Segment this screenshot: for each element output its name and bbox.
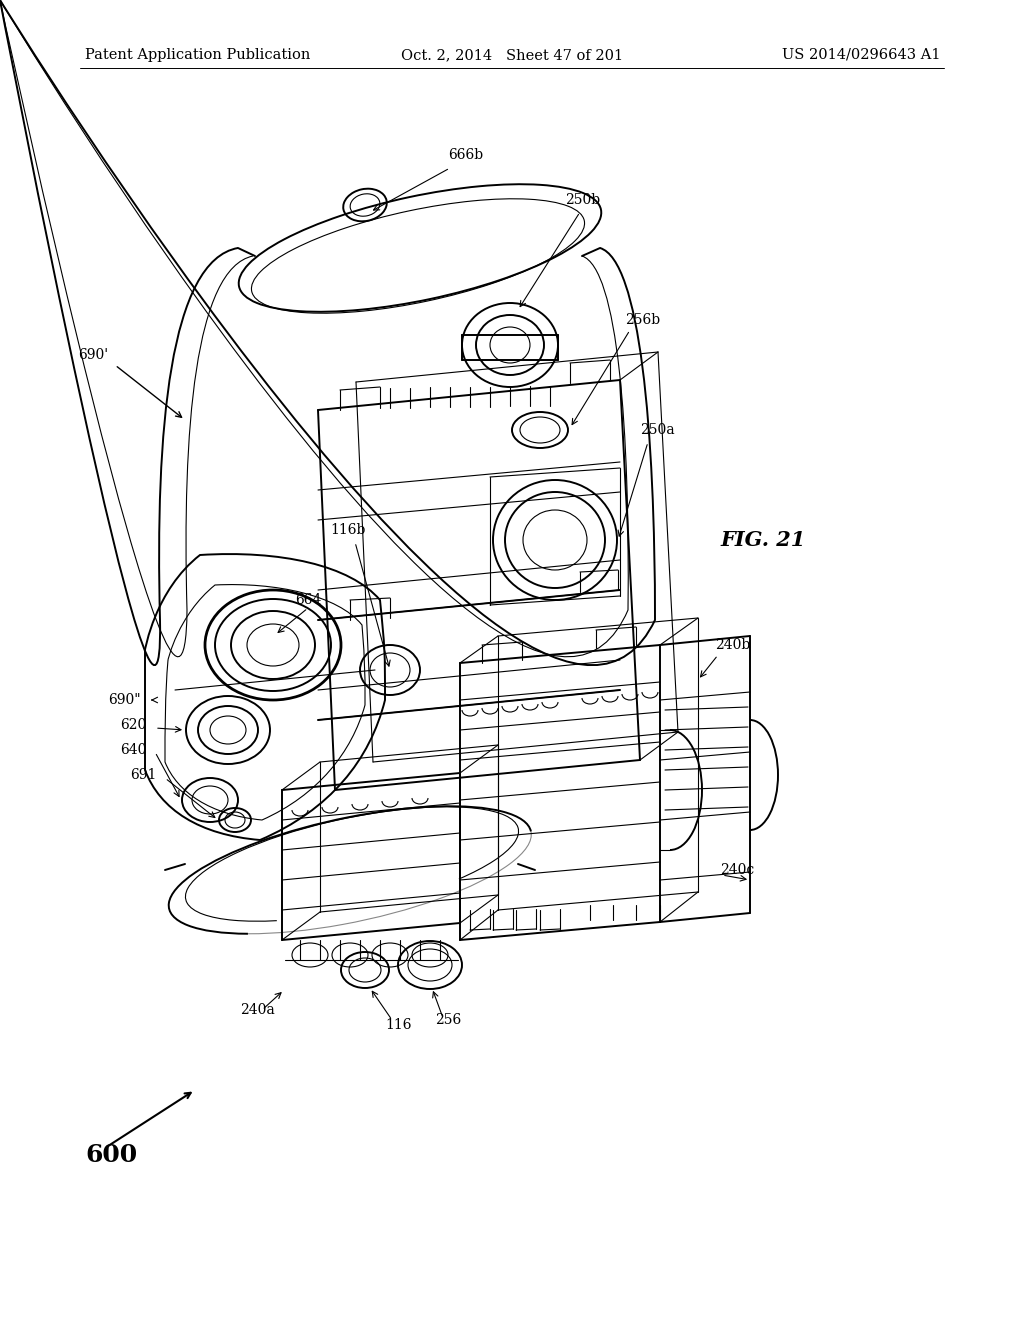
Text: 240b: 240b — [715, 638, 751, 652]
Text: 240a: 240a — [240, 1003, 274, 1016]
Text: 250b: 250b — [565, 193, 600, 207]
Text: 690": 690" — [108, 693, 140, 708]
Text: 116b: 116b — [330, 523, 366, 537]
Text: Oct. 2, 2014   Sheet 47 of 201: Oct. 2, 2014 Sheet 47 of 201 — [401, 48, 623, 62]
Text: 250a: 250a — [640, 422, 675, 437]
Text: 620: 620 — [120, 718, 146, 733]
Text: FIG. 21: FIG. 21 — [720, 531, 805, 550]
Text: Patent Application Publication: Patent Application Publication — [85, 48, 310, 62]
Text: 116: 116 — [385, 1018, 412, 1032]
Text: 640: 640 — [120, 743, 146, 756]
Text: 691: 691 — [130, 768, 157, 781]
Text: 240c: 240c — [720, 863, 755, 876]
Text: 664: 664 — [295, 593, 322, 607]
Text: US 2014/0296643 A1: US 2014/0296643 A1 — [781, 48, 940, 62]
Text: 256: 256 — [435, 1012, 461, 1027]
Text: 666b: 666b — [449, 148, 483, 162]
Text: 690': 690' — [78, 348, 109, 362]
Text: 600: 600 — [85, 1143, 137, 1167]
Text: 256b: 256b — [625, 313, 660, 327]
